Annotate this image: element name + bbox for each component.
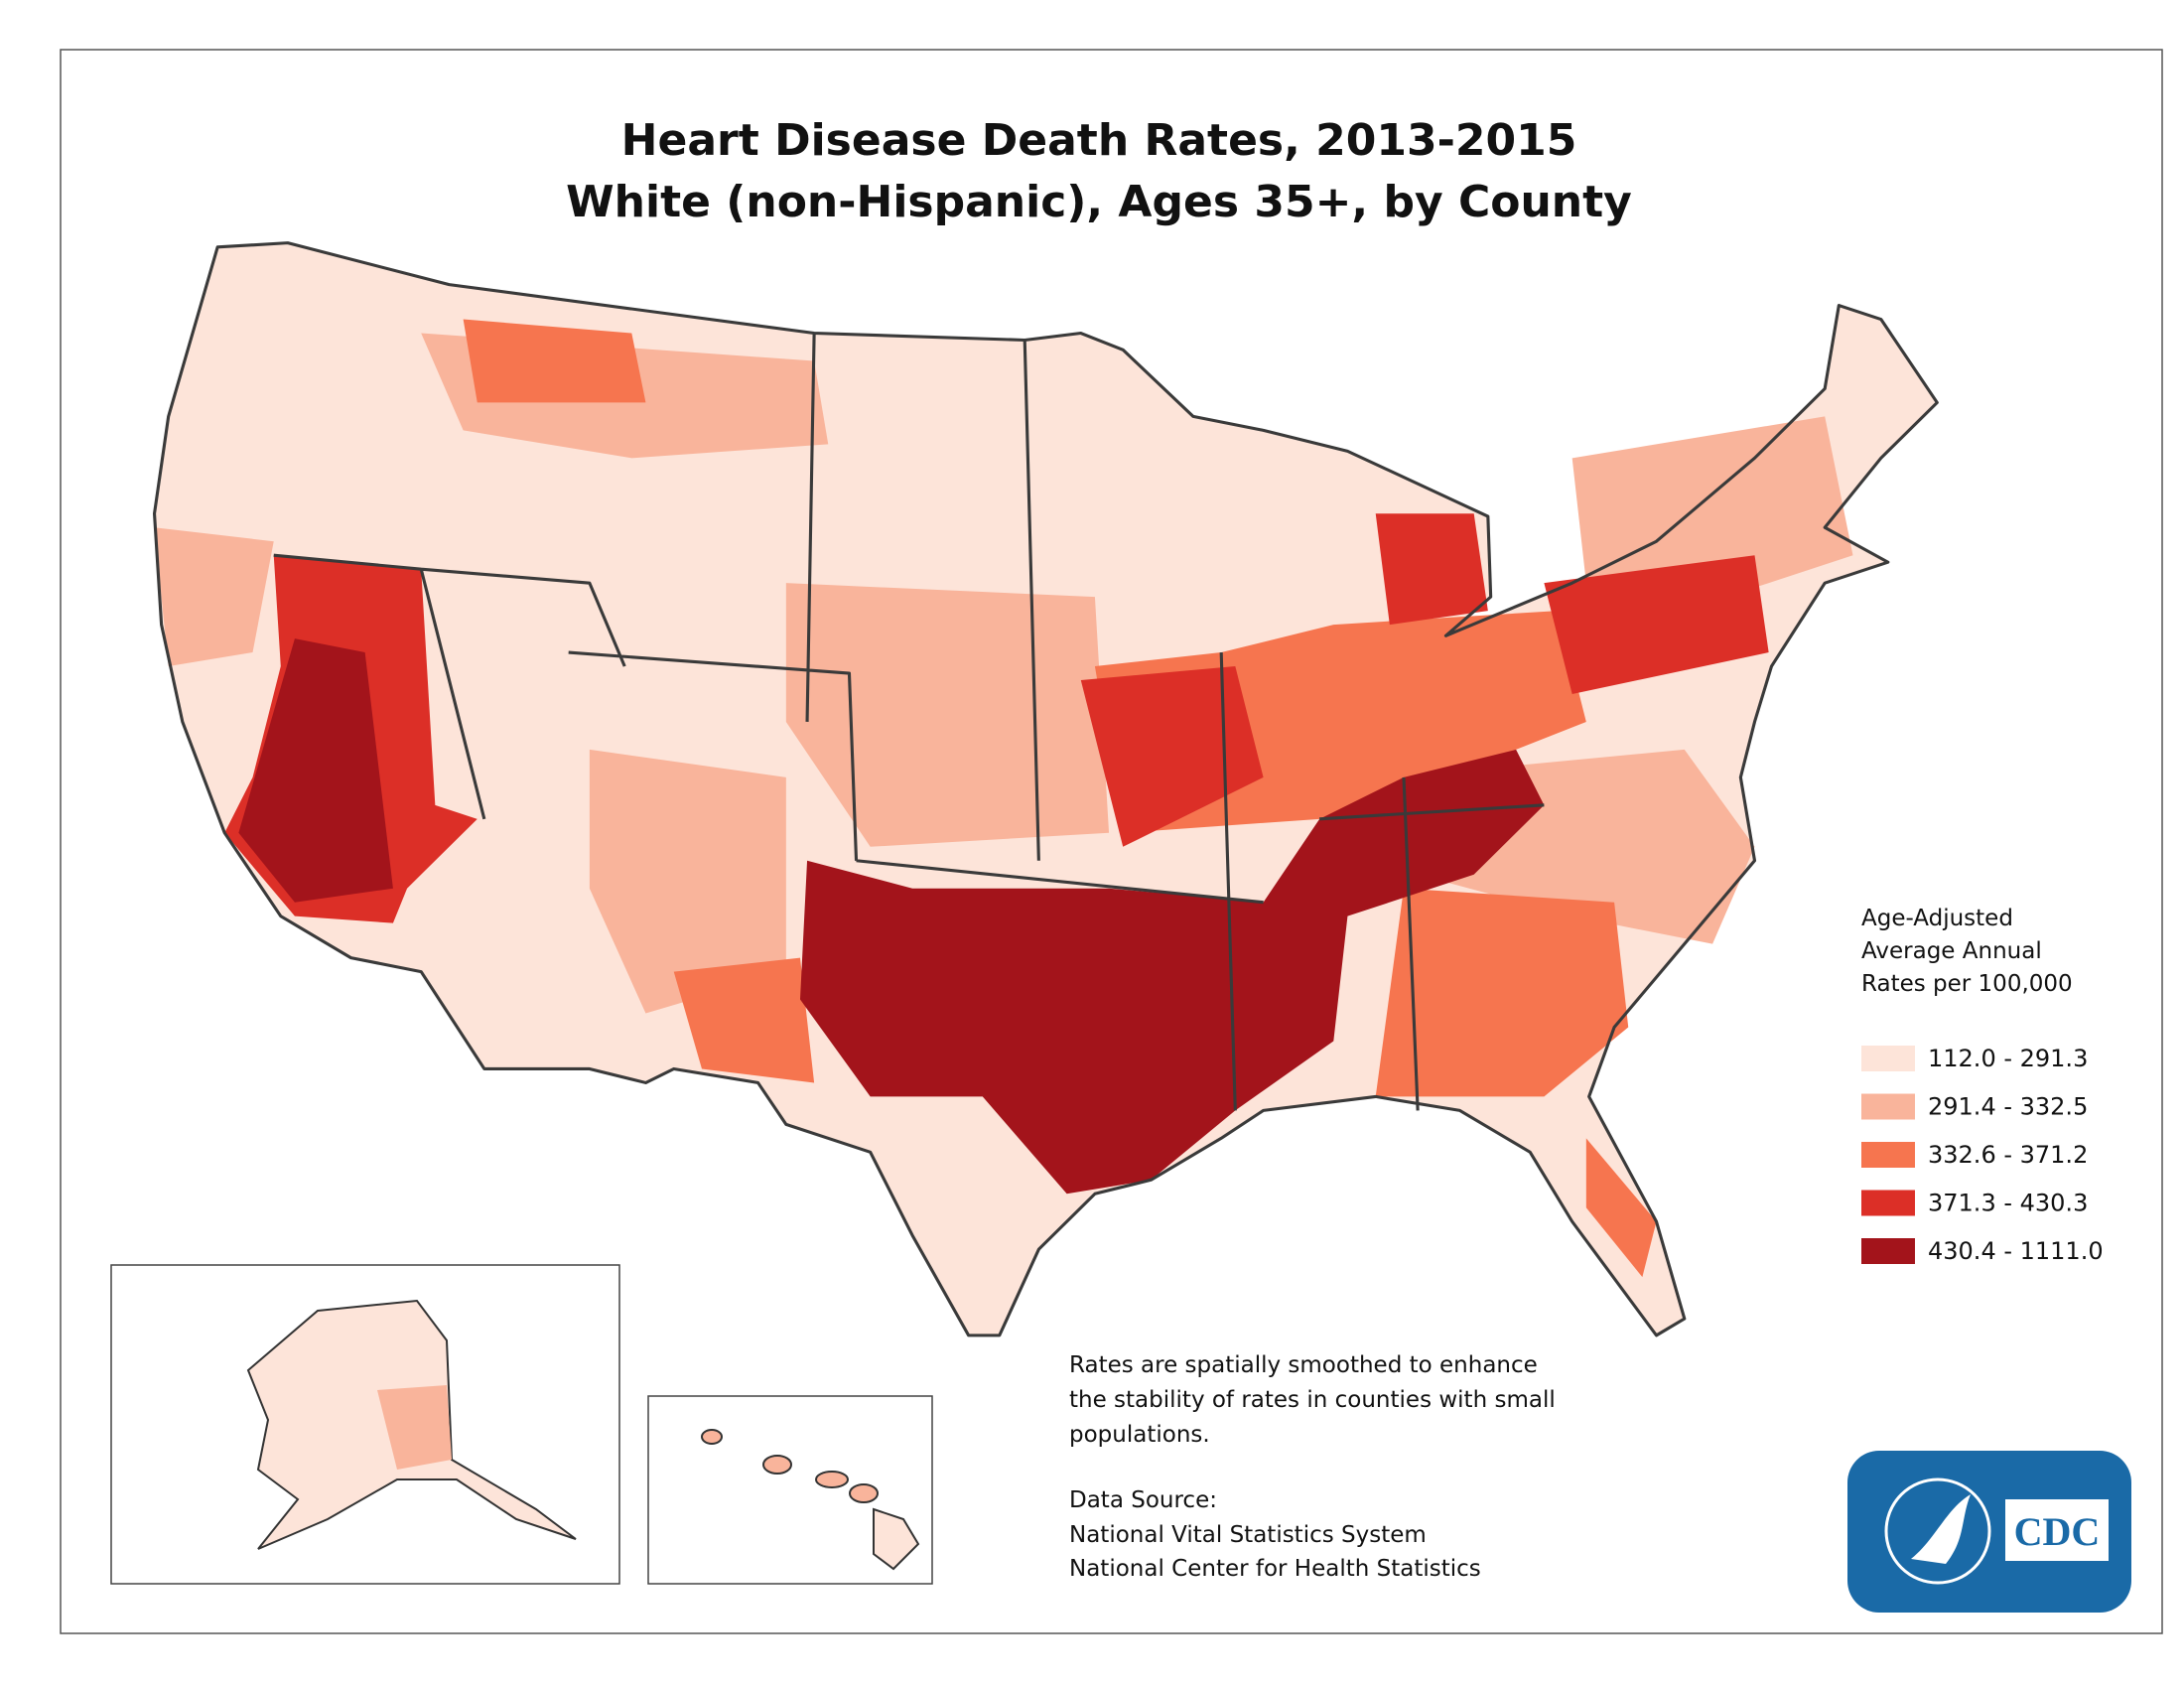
region-highest [238,638,1545,1195]
legend-label: 430.4 - 1111.0 [1928,1237,2104,1265]
subtitle: White (non-Hispanic), Ages 35+, by Count… [566,177,1632,227]
note: populations. [1069,1422,1210,1448]
legend-title: Average Annual [1861,938,2042,964]
title: Heart Disease Death Rates, 2013-2015 [621,115,1577,166]
legend-title: Age-Adjusted [1861,906,2013,931]
alaska-region [377,1385,452,1470]
legend-swatch [1861,1046,1915,1071]
legend-swatch [1861,1093,1915,1120]
legend-label: 112.0 - 291.3 [1928,1045,2088,1072]
legend: Age-Adjusted Average Annual Rates per 10… [1861,906,2104,1265]
legend-title: Rates per 100,000 [1861,971,2073,997]
state-borders [152,241,1939,1337]
frame [60,49,2163,1634]
logo-text: CDC [2014,1509,2101,1554]
hawaii-inset [647,1395,933,1585]
cdc-logo: CDC [1847,1451,2131,1613]
source: National Vital Statistics System [1069,1522,1427,1548]
legend-label: 371.3 - 430.3 [1928,1190,2088,1217]
legend-swatch [1861,1238,1915,1264]
us-map [152,241,1939,1337]
alaska-inset [110,1264,620,1585]
legend-swatch [1861,1142,1915,1168]
legend-swatch [1861,1190,1915,1216]
legend-label: 291.4 - 332.5 [1928,1093,2088,1121]
note: the stability of rates in counties with … [1069,1387,1556,1413]
hawaii [701,1429,920,1571]
region-medium [463,319,1657,1278]
source-heading: Data Source: [1069,1487,1217,1513]
legend-label: 332.6 - 371.2 [1928,1141,2088,1169]
note: Rates are spatially smoothed to enhance [1069,1352,1538,1378]
source: National Center for Health Statistics [1069,1556,1481,1582]
